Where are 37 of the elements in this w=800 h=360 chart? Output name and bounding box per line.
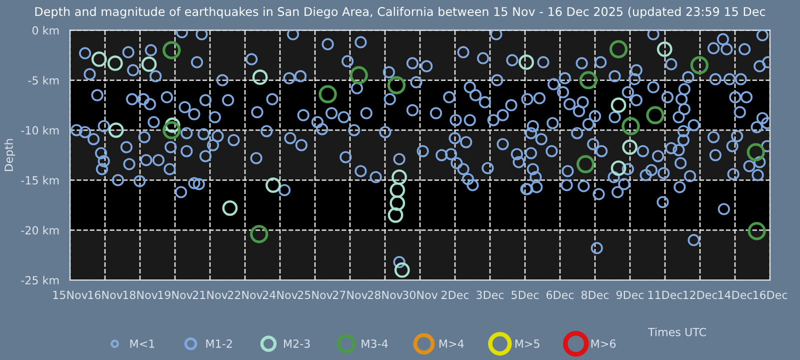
x-tick-label: 15Nov xyxy=(53,290,88,300)
text: Times UTC xyxy=(648,328,706,336)
x-tick-label: 3Dec xyxy=(476,290,504,300)
x-tick-label: 28Nov xyxy=(368,290,403,300)
y-tick-label: -15 km xyxy=(21,176,59,185)
legend-label: M>6 xyxy=(591,339,616,348)
y-tick-label: -5 km xyxy=(28,76,59,85)
legend-label: M3-4 xyxy=(362,339,388,348)
x-tick-label: 6Dec xyxy=(546,290,574,300)
x-tick-label: 24Nov xyxy=(262,290,298,300)
y-tick-label: -10 km xyxy=(21,126,59,135)
x-tick-label: 14Dec xyxy=(718,290,752,300)
y-tick-label: -25 km xyxy=(21,276,59,284)
legend-label: M<1 xyxy=(130,340,154,348)
x-tick-label: 27Nov xyxy=(332,290,368,300)
x-tick-label: 16Nov xyxy=(88,290,123,300)
x-tick-label: 12Dec xyxy=(683,290,718,300)
chart-title: Depth and magnitude of earthquakes in San Diego Area, California between 15 Nov - 16 Dec 2025 (updated 23:59 15 Dec xyxy=(35,6,766,18)
y-tick-label: -20 km xyxy=(21,226,59,234)
x-tick-label: 8Dec xyxy=(581,290,609,300)
x-tick-label: 16Dec xyxy=(753,290,788,300)
x-tick-label: 30Nov xyxy=(402,290,438,300)
x-tick-label: 5Dec xyxy=(512,290,539,300)
x-tick-label: 21Nov xyxy=(192,290,228,300)
legend-label: M1-2 xyxy=(206,339,232,348)
x-tick-label: 11Dec xyxy=(648,290,682,300)
legend-label: M>4 xyxy=(440,340,464,348)
x-tick-label: 18Nov xyxy=(123,290,158,300)
x-tick-label: 25Nov xyxy=(298,290,333,300)
y-tick-label: 0 km xyxy=(32,26,59,35)
x-tick-label: 22Nov xyxy=(228,290,263,300)
x-tick-label: 19Nov xyxy=(158,290,193,300)
legend-label: M>5 xyxy=(515,340,540,348)
legend-label: M2-3 xyxy=(284,339,310,348)
x-tick-label: 2Dec xyxy=(442,290,469,300)
y-axis-title: Depth xyxy=(4,139,16,171)
x-tick-label: 9Dec xyxy=(616,290,644,300)
